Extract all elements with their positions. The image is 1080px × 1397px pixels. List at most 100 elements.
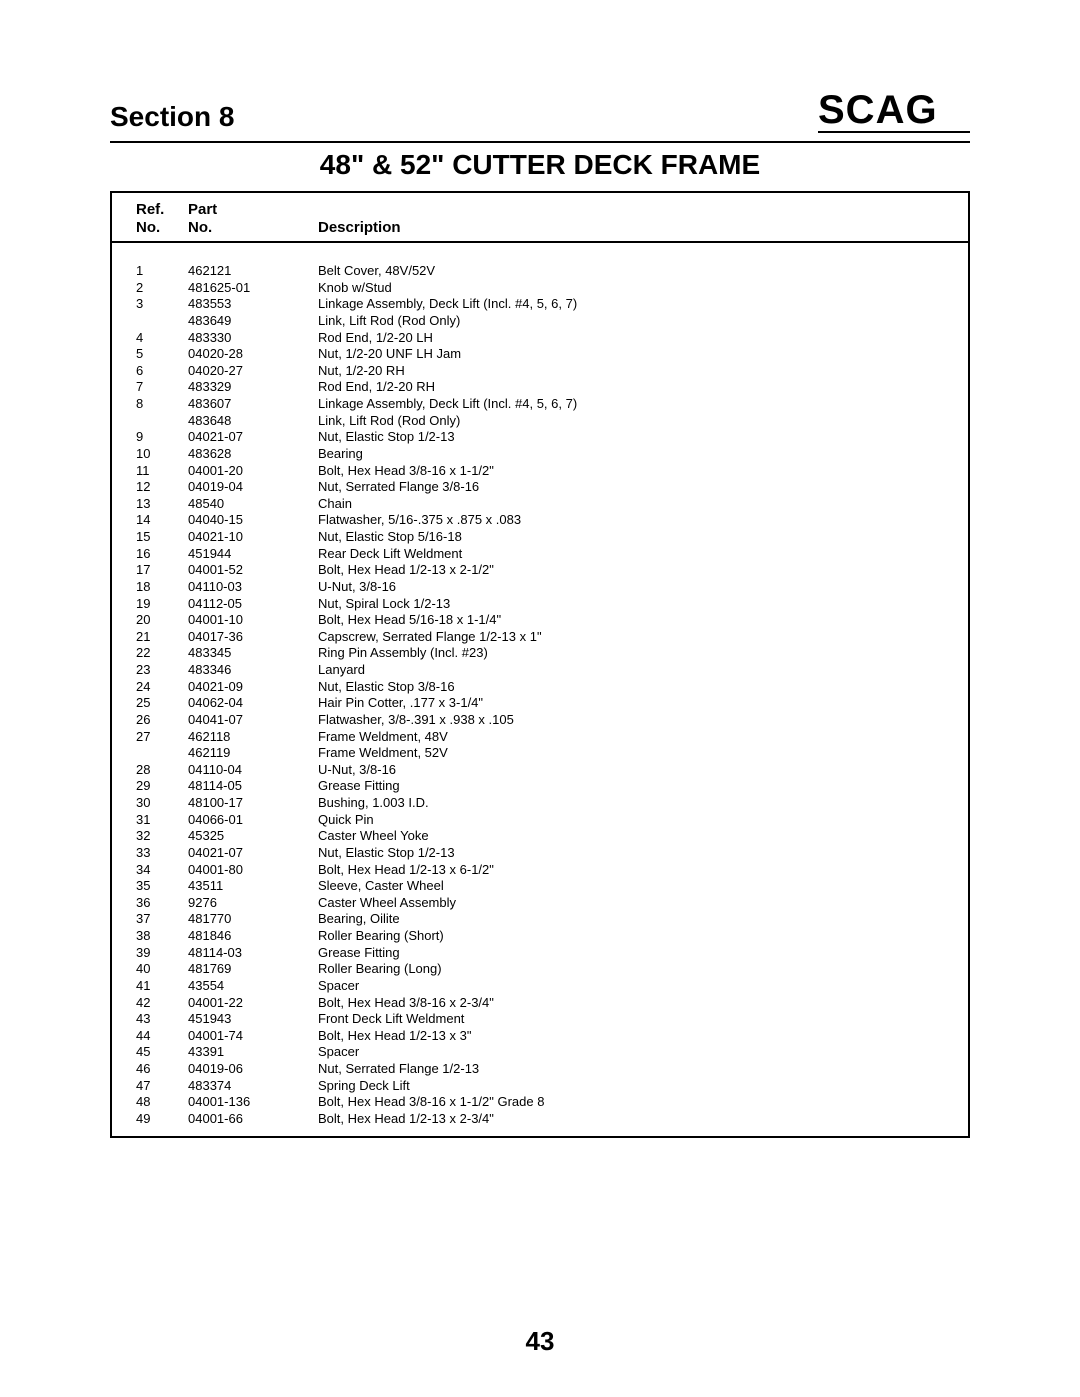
table-row: 2604041-07Flatwasher, 3/8-.391 x .938 x …	[136, 712, 968, 729]
cell-ref: 23	[136, 662, 188, 679]
cell-desc: U-Nut, 3/8-16	[318, 579, 968, 596]
cell-desc: Flatwasher, 3/8-.391 x .938 x .105	[318, 712, 968, 729]
cell-ref: 13	[136, 496, 188, 513]
cell-part: 483329	[188, 379, 318, 396]
logo-wrap: SCAG	[818, 90, 970, 133]
cell-desc: Flatwasher, 5/16-.375 x .875 x .083	[318, 512, 968, 529]
cell-part: 04019-06	[188, 1061, 318, 1078]
cell-ref: 5	[136, 346, 188, 363]
cell-desc: Nut, 1/2-20 RH	[318, 363, 968, 380]
cell-part: 04110-04	[188, 762, 318, 779]
cell-desc: Link, Lift Rod (Rod Only)	[318, 313, 968, 330]
table-row: 43451943Front Deck Lift Weldment	[136, 1011, 968, 1028]
cell-ref: 16	[136, 546, 188, 563]
table-row: 40481769Roller Bearing (Long)	[136, 961, 968, 978]
cell-ref: 15	[136, 529, 188, 546]
cell-ref: 1	[136, 263, 188, 280]
cell-ref: 31	[136, 812, 188, 829]
column-headers: Ref. No. Part No. Description	[112, 201, 968, 243]
cell-desc: Rod End, 1/2-20 LH	[318, 330, 968, 347]
table-row: 4904001-66Bolt, Hex Head 1/2-13 x 2-3/4"	[136, 1111, 968, 1128]
cell-part: 451943	[188, 1011, 318, 1028]
cell-desc: Spacer	[318, 978, 968, 995]
cell-desc: Frame Weldment, 48V	[318, 729, 968, 746]
cell-ref: 37	[136, 911, 188, 928]
table-row: 483648Link, Lift Rod (Rod Only)	[136, 413, 968, 430]
table-row: 1404040-15Flatwasher, 5/16-.375 x .875 x…	[136, 512, 968, 529]
table-row: 2948114-05Grease Fitting	[136, 778, 968, 795]
cell-ref: 43	[136, 1011, 188, 1028]
cell-part: 04001-20	[188, 463, 318, 480]
cell-part: 04001-52	[188, 562, 318, 579]
cell-part: 04112-05	[188, 596, 318, 613]
cell-desc: Nut, Spiral Lock 1/2-13	[318, 596, 968, 613]
cell-part: 04001-10	[188, 612, 318, 629]
cell-ref: 7	[136, 379, 188, 396]
cell-desc: Nut, Serrated Flange 1/2-13	[318, 1061, 968, 1078]
cell-desc: Caster Wheel Yoke	[318, 828, 968, 845]
cell-ref: 9	[136, 429, 188, 446]
cell-ref: 28	[136, 762, 188, 779]
table-row: 1704001-52Bolt, Hex Head 1/2-13 x 2-1/2"	[136, 562, 968, 579]
cell-desc: Sleeve, Caster Wheel	[318, 878, 968, 895]
table-row: 2504062-04Hair Pin Cotter, .177 x 3-1/4"	[136, 695, 968, 712]
cell-part: 04110-03	[188, 579, 318, 596]
cell-ref: 41	[136, 978, 188, 995]
cell-part: 04001-74	[188, 1028, 318, 1045]
table-row: 3245325Caster Wheel Yoke	[136, 828, 968, 845]
table-row: 504020-28Nut, 1/2-20 UNF LH Jam	[136, 346, 968, 363]
table-row: 4804001-136Bolt, Hex Head 3/8-16 x 1-1/2…	[136, 1094, 968, 1111]
cell-ref: 44	[136, 1028, 188, 1045]
cell-part: 04021-07	[188, 429, 318, 446]
cell-part: 451944	[188, 546, 318, 563]
table-row: 16451944Rear Deck Lift Weldment	[136, 546, 968, 563]
cell-ref: 38	[136, 928, 188, 945]
cell-part: 48540	[188, 496, 318, 513]
cell-desc: Grease Fitting	[318, 778, 968, 795]
cell-part: 483628	[188, 446, 318, 463]
cell-ref: 2	[136, 280, 188, 297]
cell-desc: Nut, 1/2-20 UNF LH Jam	[318, 346, 968, 363]
table-row: 483649Link, Lift Rod (Rod Only)	[136, 313, 968, 330]
cell-desc: Nut, Elastic Stop 1/2-13	[318, 429, 968, 446]
cell-desc: Grease Fitting	[318, 945, 968, 962]
table-row: 1904112-05Nut, Spiral Lock 1/2-13	[136, 596, 968, 613]
table-row: 2404021-09Nut, Elastic Stop 3/8-16	[136, 679, 968, 696]
cell-part: 481769	[188, 961, 318, 978]
cell-desc: U-Nut, 3/8-16	[318, 762, 968, 779]
cell-desc: Nut, Elastic Stop 1/2-13	[318, 845, 968, 862]
brand-logo: SCAG	[818, 90, 970, 130]
cell-desc: Nut, Elastic Stop 3/8-16	[318, 679, 968, 696]
cell-part: 04040-15	[188, 512, 318, 529]
table-row: 3948114-03Grease Fitting	[136, 945, 968, 962]
cell-ref: 12	[136, 479, 188, 496]
cell-ref: 3	[136, 296, 188, 313]
cell-part: 43511	[188, 878, 318, 895]
page-title: 48" & 52" CUTTER DECK FRAME	[110, 149, 970, 181]
cell-desc: Spring Deck Lift	[318, 1078, 968, 1095]
table-row: 3543511Sleeve, Caster Wheel	[136, 878, 968, 895]
cell-ref: 34	[136, 862, 188, 879]
cell-part: 48100-17	[188, 795, 318, 812]
cell-ref: 17	[136, 562, 188, 579]
cell-part: 483649	[188, 313, 318, 330]
cell-ref: 27	[136, 729, 188, 746]
cell-part: 483330	[188, 330, 318, 347]
table-row: 1348540Chain	[136, 496, 968, 513]
cell-ref	[136, 745, 188, 762]
cell-part: 04017-36	[188, 629, 318, 646]
cell-ref: 14	[136, 512, 188, 529]
cell-desc: Linkage Assembly, Deck Lift (Incl. #4, 5…	[318, 296, 968, 313]
page-number: 43	[0, 1326, 1080, 1357]
cell-ref: 47	[136, 1078, 188, 1095]
cell-ref	[136, 313, 188, 330]
table-row: 4404001-74Bolt, Hex Head 1/2-13 x 3"	[136, 1028, 968, 1045]
cell-desc: Belt Cover, 48V/52V	[318, 263, 968, 280]
col-ref: Ref. No.	[136, 201, 188, 237]
cell-ref: 21	[136, 629, 188, 646]
cell-part: 04021-09	[188, 679, 318, 696]
cell-desc: Chain	[318, 496, 968, 513]
cell-desc: Bearing, Oilite	[318, 911, 968, 928]
table-row: 904021-07Nut, Elastic Stop 1/2-13	[136, 429, 968, 446]
cell-part: 04001-136	[188, 1094, 318, 1111]
